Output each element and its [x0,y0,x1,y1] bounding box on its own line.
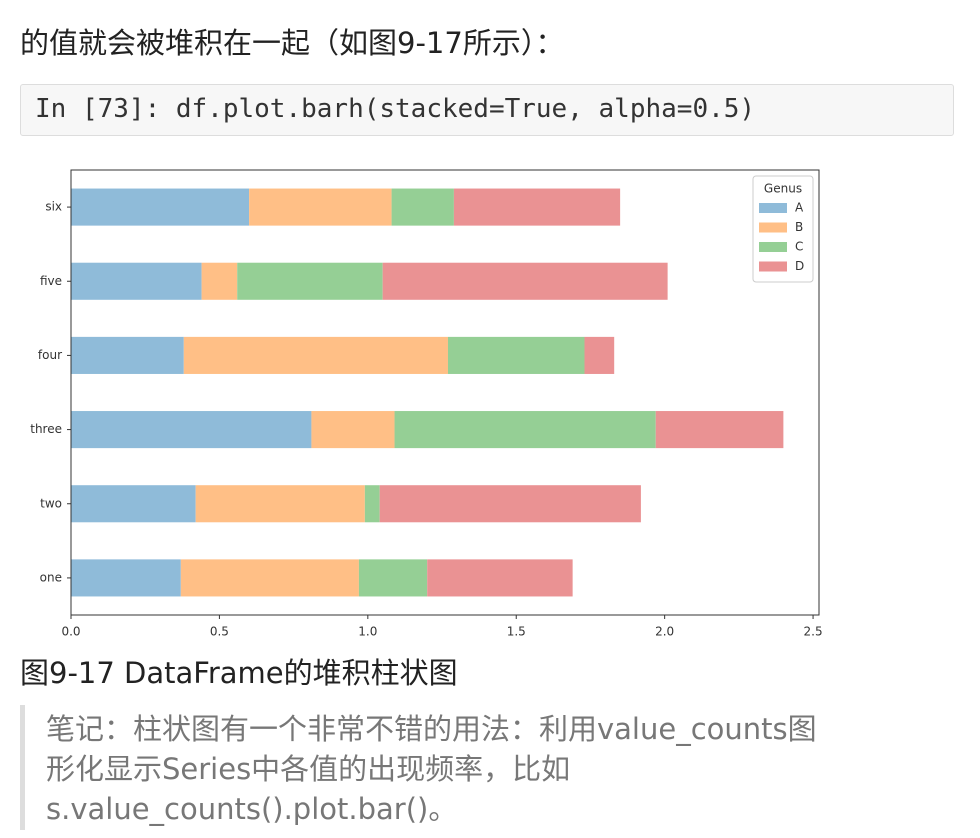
quote-bar [20,705,25,830]
legend-title: Genus [764,182,802,196]
code-block: In [73]: df.plot.barh(stacked=True, alph… [20,84,954,136]
note-line: 形化显示Series中各值的出现频率，比如 [46,752,571,786]
bar-segment [249,188,392,226]
legend-swatch [759,242,787,252]
y-tick-label: one [40,570,62,584]
bar-segment [71,262,202,300]
bar-segment [180,559,359,597]
bar-segment [237,262,383,300]
bar-segment [183,336,448,374]
legend-label: D [795,259,804,273]
code: In [73]: df.plot.barh(stacked=True, alph… [35,94,756,124]
plot-frame [70,169,820,616]
legend-label: A [795,201,804,215]
legend-label: C [795,240,803,254]
y-tick-label: five [40,274,62,288]
bar-segment [379,485,641,523]
legend-swatch [759,261,787,272]
note-line: 笔记：柱状图有一个非常不错的用法：利用value_counts图 [46,712,817,746]
y-tick-label: six [45,200,62,214]
bar-segment [311,411,395,449]
bar-segment [71,411,312,449]
x-tick-label: 2.0 [655,625,674,639]
y-tick-label: four [38,348,62,362]
bar-segment [655,411,784,449]
x-tick-label: 0.5 [210,625,229,639]
y-tick-label: three [30,422,62,436]
bar-segment [447,336,585,374]
x-tick-label: 1.0 [358,625,377,639]
caption: 图9-17 DataFrame的堆积柱状图 [20,656,458,690]
bar-segment [71,559,181,597]
bar-segment [364,485,380,523]
bar-segment [71,336,184,374]
legend-swatch [759,222,787,233]
legend-swatch [759,203,787,213]
bar-segment [71,485,196,523]
bar-segment [391,188,454,226]
x-tick-label: 1.5 [507,625,526,639]
intro-text: 的值就会被堆积在一起（如图9-17所示）： [20,26,565,60]
chart: one two three four five six 0.0 0.5 1.0 1.5 2.0 2.5… [15,160,830,650]
legend-label: B [795,220,803,234]
bar-segment [71,188,250,226]
bar-segment [201,262,238,300]
bar-segment [195,485,365,523]
y-tick-label: two [40,496,62,510]
x-tick-label: 2.5 [804,625,823,639]
bar-segment [427,559,573,597]
bar-segment [394,411,656,449]
note-line: s.value_counts().plot.bar()。 [46,792,458,826]
bar-segment [382,262,668,300]
x-tick-label: 0.0 [61,625,80,639]
bar-segment [584,336,615,374]
bar-segment [358,559,428,597]
bar-segment [453,188,621,226]
